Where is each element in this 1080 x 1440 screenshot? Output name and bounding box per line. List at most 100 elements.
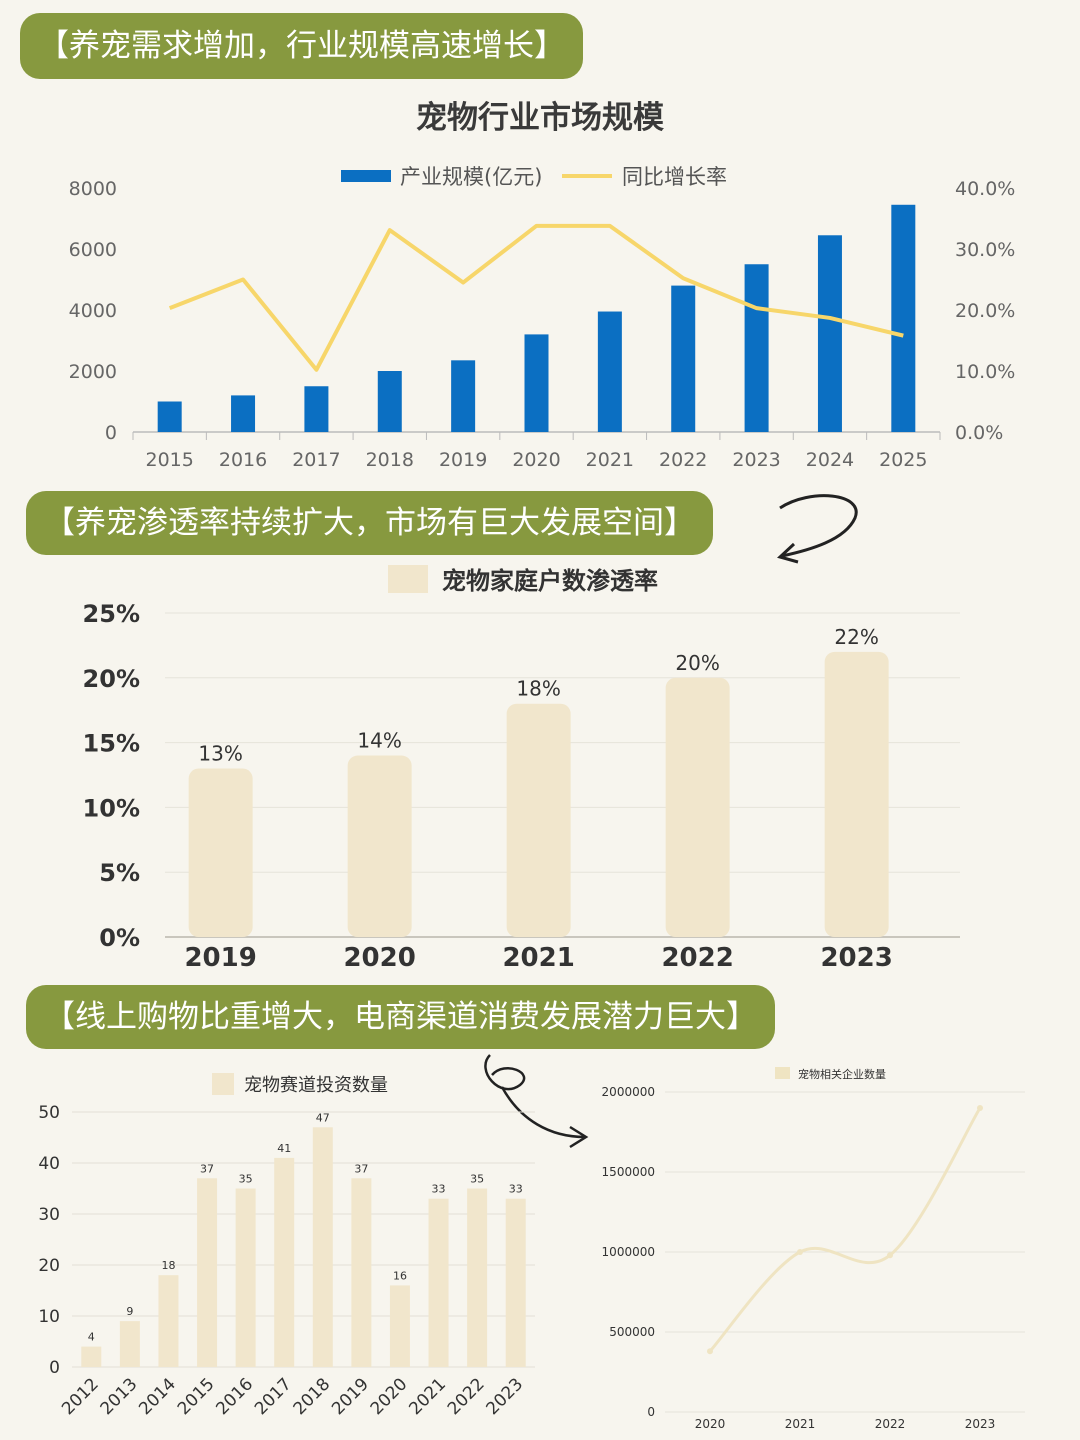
chart3-x-tick-label: 2023 — [483, 1374, 528, 1419]
chart4-x-tick-label: 2021 — [785, 1417, 816, 1431]
chart4-y-tick-label: 2000000 — [602, 1085, 655, 1099]
chart2-data-label: 20% — [675, 651, 719, 675]
arrow-doodle-1 — [777, 494, 858, 564]
chart3-x-tick-label: 2014 — [135, 1374, 180, 1419]
chart2-y-tick-label: 0% — [99, 924, 140, 952]
chart2-bar — [665, 677, 730, 937]
chart1-x-tick-label: 2018 — [366, 449, 414, 471]
chart1-x-tick-label: 2016 — [219, 449, 267, 471]
chart3-bar — [467, 1188, 488, 1367]
chart2-x-tick-label: 2020 — [343, 943, 415, 973]
chart1-left-tick-label: 6000 — [69, 239, 117, 261]
investment-count-chart: 宠物赛道投资数量 0 10 20 30 40 50 20122013201420152016… — [38, 1073, 535, 1419]
chart3-data-label: 9 — [126, 1305, 133, 1318]
chart4-x-tick-label: 2023 — [965, 1417, 996, 1431]
chart1-title: 宠物行业市场规模 — [416, 100, 664, 136]
chart2-x-tick-label: 2021 — [502, 943, 574, 973]
chart3-data-label: 37 — [354, 1162, 368, 1175]
chart2-data-label: 22% — [834, 625, 878, 649]
chart1-growth-line — [168, 223, 904, 372]
arrow-doodle-2-loop — [484, 1054, 526, 1091]
chart3-data-label: 35 — [239, 1173, 253, 1186]
chart3-bar — [428, 1198, 449, 1367]
chart1-x-tick-label: 2017 — [292, 449, 340, 471]
arrow-doodle-2 — [484, 1054, 589, 1149]
chart1-bar — [891, 204, 916, 432]
chart1-bar — [671, 285, 696, 432]
chart1-legend: 产业规模(亿元) 同比增长率 — [341, 165, 727, 189]
chart2-x-tick-label: 2023 — [820, 943, 892, 973]
chart3-data-label: 37 — [200, 1162, 214, 1175]
chart2-x-tick-label: 2022 — [661, 943, 733, 973]
chart2-y-tick-label: 10% — [83, 794, 140, 822]
chart3-x-tick-label: 2020 — [367, 1374, 412, 1419]
chart4-y-tick-label: 1000000 — [602, 1245, 655, 1259]
chart1-bar — [817, 235, 842, 432]
chart1-x-tick-label: 2023 — [732, 449, 780, 471]
chart4-point — [707, 1348, 713, 1355]
chart1-bar — [377, 371, 402, 432]
chart4-line — [708, 1107, 982, 1353]
chart3-y-tick-label: 30 — [38, 1205, 60, 1225]
chart2-bar — [824, 651, 889, 937]
chart4-point — [887, 1252, 893, 1259]
chart2-legend-swatch — [388, 565, 428, 593]
chart2-data-label: 18% — [516, 677, 560, 701]
chart3-x-tick-label: 2017 — [251, 1374, 296, 1419]
chart3-data-label: 41 — [277, 1142, 291, 1155]
chart2-y-tick-label: 20% — [83, 665, 140, 693]
chart1-legend-bar-label: 产业规模(亿元) — [400, 165, 542, 189]
section-heading-3: 【线上购物比重增大，电商渠道消费发展潜力巨大】 — [26, 985, 775, 1049]
chart4-x-tick-label: 2022 — [875, 1417, 906, 1431]
chart3-bar — [119, 1321, 140, 1367]
chart3-bar — [274, 1157, 295, 1367]
market-size-chart: 宠物行业市场规模 产业规模(亿元) 同比增长率 0 2000 4000 6000 800… — [69, 100, 1016, 471]
section-heading-2: 【养宠渗透率持续扩大，市场有巨大发展空间】 — [26, 491, 713, 555]
chart4-point — [977, 1105, 983, 1111]
chart2-y-tick-label: 15% — [83, 730, 140, 758]
chart2-legend: 宠物家庭户数渗透率 — [388, 565, 658, 595]
chart4-y-tick-label: 1500000 — [602, 1165, 655, 1179]
chart3-x-tick-label: 2019 — [328, 1374, 373, 1419]
chart1-left-tick-label: 4000 — [69, 300, 117, 322]
chart4-x-tick-label: 2020 — [695, 1417, 726, 1431]
chart2-bar — [347, 755, 412, 937]
chart4-point — [797, 1249, 803, 1255]
chart4-legend-label: 宠物相关企业数量 — [798, 1067, 886, 1081]
chart3-legend-swatch — [212, 1073, 234, 1095]
chart1-bar — [451, 360, 476, 432]
chart1-left-tick-label: 0 — [105, 422, 117, 444]
chart1-x-tick-label: 2025 — [879, 449, 927, 471]
chart1-bar — [524, 334, 549, 432]
chart3-y-tick-label: 0 — [49, 1358, 60, 1378]
section-heading-1: 【养宠需求增加，行业规模高速增长】 — [20, 13, 583, 79]
chart3-legend-label: 宠物赛道投资数量 — [244, 1075, 388, 1096]
chart3-x-tick-label: 2016 — [212, 1374, 257, 1419]
chart2-y-tick-label: 5% — [99, 859, 140, 887]
chart3-bar — [197, 1178, 218, 1367]
chart1-x-tick-label: 2021 — [586, 449, 634, 471]
chart3-y-tick-label: 20 — [38, 1256, 60, 1276]
chart2-bar — [188, 768, 253, 937]
chart1-legend-bar-swatch — [341, 170, 391, 182]
chart3-x-tick-label: 2013 — [97, 1374, 142, 1419]
chart3-bar — [351, 1178, 372, 1367]
chart1-bar — [304, 386, 329, 432]
arrow-doodle-2-head — [569, 1125, 589, 1149]
chart2-x-tick-label: 2019 — [184, 943, 256, 973]
chart3-x-tick-label: 2012 — [58, 1374, 103, 1419]
chart3-bar — [312, 1127, 333, 1367]
chart1-x-tick-label: 2020 — [512, 449, 560, 471]
chart1-bar — [157, 401, 182, 432]
chart1-x-tick-label: 2019 — [439, 449, 487, 471]
chart1-right-tick-label: 20.0% — [955, 300, 1015, 322]
chart3-bar — [235, 1188, 256, 1367]
chart3-legend: 宠物赛道投资数量 — [212, 1073, 388, 1096]
chart3-data-label: 47 — [316, 1111, 330, 1124]
chart1-right-tick-label: 40.0% — [955, 178, 1015, 200]
chart3-data-label: 35 — [470, 1173, 484, 1186]
chart3-y-tick-label: 40 — [38, 1154, 60, 1174]
chart1-right-tick-label: 30.0% — [955, 239, 1015, 261]
chart1-legend-line-label: 同比增长率 — [622, 165, 727, 189]
chart3-data-label: 4 — [88, 1331, 95, 1344]
